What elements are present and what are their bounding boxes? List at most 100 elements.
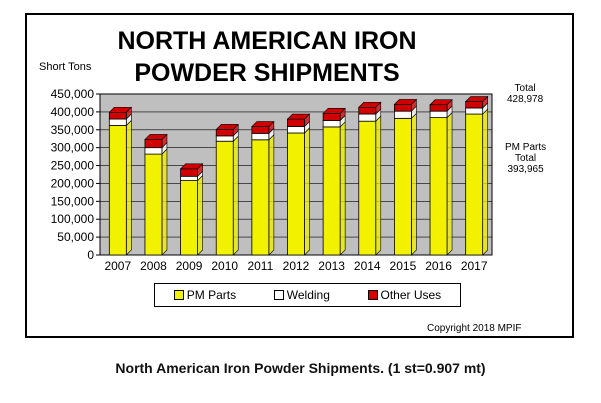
bar-side-pm-parts [197,174,203,256]
bar-pm-parts [144,153,163,256]
bar-side-pm-parts [126,119,132,256]
x-tick-label: 2013 [318,259,345,273]
y-tick-label: 150,000 [51,194,95,208]
y-tick-label: 350,000 [51,123,95,137]
bar-top-face [322,108,346,114]
bar-welding [429,110,448,119]
bar-other-uses [108,111,127,120]
bar-pm-parts [394,117,412,256]
x-tick-label: 2009 [176,259,203,273]
y-tick-label: 250,000 [51,159,95,173]
x-tick-label: 2012 [283,259,310,273]
x-tick-label: 2017 [461,259,488,273]
bar-side-pm-parts [339,121,346,256]
bar-top-face [358,101,382,108]
total-annotation-label: Total [514,83,536,94]
bar-side-pm-parts [161,148,168,256]
bar-welding [394,110,412,119]
total-annotation: Total 428,978 [507,83,543,105]
bar-top-face [179,163,204,170]
x-tick-label: 2007 [104,259,131,273]
y-tick-label: 200,000 [51,176,95,190]
chart-frame: NORTH AMERICAN IRON POWDER SHIPMENTS Sho… [25,13,574,338]
legend-label-other-uses: Other Uses [380,288,442,302]
x-tick-label: 2008 [140,259,167,273]
chart-legend: PM Parts Welding Other Uses [154,283,461,307]
bar-top-face [429,99,453,106]
total-annotation-value: 428,978 [507,94,544,105]
y-tick-label: 450,000 [51,87,95,101]
bar-pm-parts [429,117,448,256]
bar-welding [287,126,305,134]
bar-side-pm-parts [446,111,453,256]
legend-item-welding: Welding [273,288,330,302]
bar-top-face [286,113,311,120]
bar-pm-parts [287,132,305,256]
bar-pm-parts [358,120,377,256]
bar-other-uses [287,118,305,127]
bar-top-face [393,99,418,105]
chart-svg: 0 50,000 100,000 150,000 200,000 250,000 300,0… [51,87,493,273]
bar-other-uses [180,168,198,177]
x-tick-label: 2011 [247,259,273,273]
y-tick-label: 0 [87,248,94,262]
bar-pm-parts [322,126,341,256]
legend-swatch-welding [273,290,284,300]
bar-top-face [108,106,133,113]
y-tick-label: 300,000 [51,141,95,155]
chart-title-line1: NORTH AMERICAN IRON [117,27,417,55]
bar-welding [358,113,377,122]
y-tick-label: 100,000 [51,212,95,226]
chart-title: NORTH AMERICAN IRON POWDER SHIPMENTS [87,25,447,89]
bar-welding [144,147,163,155]
bar-welding [465,107,484,115]
bar-pm-parts [180,180,198,256]
bar-other-uses [394,103,412,112]
x-tick-label: 2015 [390,259,417,273]
legend-swatch-other-uses [367,290,378,300]
bar-pm-parts [215,140,234,256]
copyright-text: Copyright 2018 MPIF [427,323,522,334]
figure-caption: North American Iron Powder Shipments. (1… [115,360,486,376]
bar-side-pm-parts [268,134,275,256]
y-tick-label: 50,000 [57,230,94,244]
bar-pm-parts [465,113,484,256]
bar-welding [180,175,198,181]
pm-annotation-label-2: Total [515,153,537,164]
pm-parts-annotation: PM Parts Total 393,965 [505,142,546,175]
legend-label-welding: Welding [286,288,330,302]
bar-other-uses [429,104,448,112]
y-axis-label: Short Tons [39,61,92,73]
y-tick-label: 400,000 [51,105,95,119]
bar-welding [251,132,270,141]
bar-top-face [464,96,489,102]
legend-swatch-pm-parts [173,290,184,300]
pm-annotation-value: 393,965 [507,164,544,175]
bar-welding [108,118,127,126]
x-tick-label: 2016 [425,259,452,273]
bar-other-uses [251,126,270,134]
bar-pm-parts [251,139,270,256]
x-tick-label: 2014 [354,259,381,273]
bar-other-uses [465,101,484,109]
bar-side-pm-parts [411,112,417,256]
bar-other-uses [144,139,163,149]
legend-item-pm-parts: PM Parts [173,288,237,302]
bar-side-pm-parts [232,135,239,256]
bar-side-pm-parts [482,108,488,256]
bar-top-face [251,121,275,127]
chart-title-line2: POWDER SHIPMENTS [134,59,400,87]
bar-welding [322,120,341,128]
bar-side-pm-parts [304,127,310,256]
bar-top-face [215,124,239,130]
bar-top-face [144,134,168,140]
legend-label-pm-parts: PM Parts [186,288,237,302]
pm-annotation-label-1: PM Parts [505,142,547,153]
bar-other-uses [215,129,234,137]
bar-side-pm-parts [375,115,382,256]
x-tick-label: 2010 [211,259,238,273]
bar-other-uses [358,106,377,115]
bar-other-uses [322,112,341,121]
bar-welding [215,135,234,142]
bar-pm-parts [108,125,127,256]
